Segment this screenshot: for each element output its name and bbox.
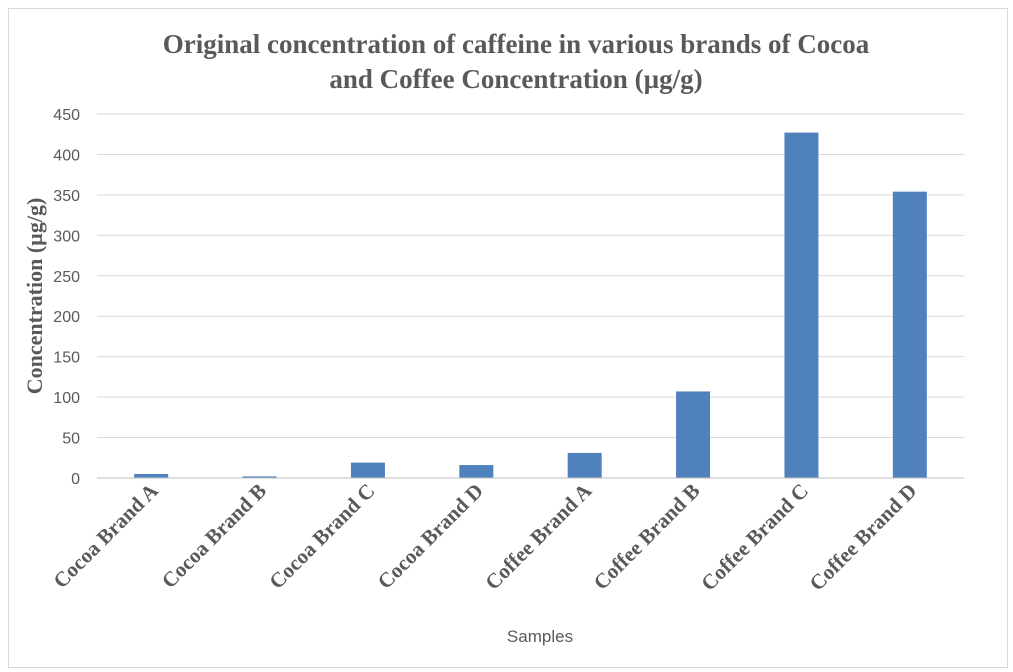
bar — [676, 391, 711, 478]
x-tick-label: Coffee Brand D — [805, 479, 922, 596]
x-tick-label: Coffee Brand C — [696, 479, 813, 596]
x-tick-label: Cocoa Brand A — [48, 478, 163, 593]
chart-frame — [8, 8, 1008, 668]
bar — [567, 452, 602, 478]
y-axis-label: Concentration (µg/g) — [22, 198, 47, 395]
chart-title-line2: and Coffee Concentration (µg/g) — [329, 64, 702, 94]
y-tick-label: 200 — [53, 309, 80, 326]
y-tick-label: 100 — [53, 390, 80, 407]
x-tick-label: Cocoa Brand D — [373, 479, 488, 594]
x-tick-label: Cocoa Brand B — [157, 479, 271, 593]
bar — [350, 462, 385, 478]
y-tick-label: 50 — [62, 431, 80, 448]
bar — [892, 191, 927, 479]
y-tick-label: 0 — [71, 471, 80, 488]
y-axis-ticks: 0 50 100 150 200 250 300 350 400 450 — [53, 107, 80, 488]
y-tick-label: 450 — [53, 107, 80, 124]
y-tick-label: 250 — [53, 269, 80, 286]
y-tick-label: 400 — [53, 147, 80, 164]
bar — [242, 476, 277, 478]
chart-title-line1: Original concentration of caffeine in va… — [163, 29, 870, 59]
bar — [459, 465, 494, 478]
bar — [134, 473, 169, 478]
x-axis-label: Samples — [507, 627, 573, 646]
y-tick-label: 350 — [53, 188, 80, 205]
x-tick-label: Coffee Brand B — [589, 479, 705, 595]
x-tick-label: Coffee Brand A — [480, 478, 597, 595]
y-tick-label: 150 — [53, 350, 80, 367]
bars — [134, 132, 927, 479]
x-tick-label: Cocoa Brand C — [264, 479, 379, 594]
y-tick-label: 300 — [53, 228, 80, 245]
gridlines — [97, 113, 964, 439]
bar — [784, 132, 819, 479]
